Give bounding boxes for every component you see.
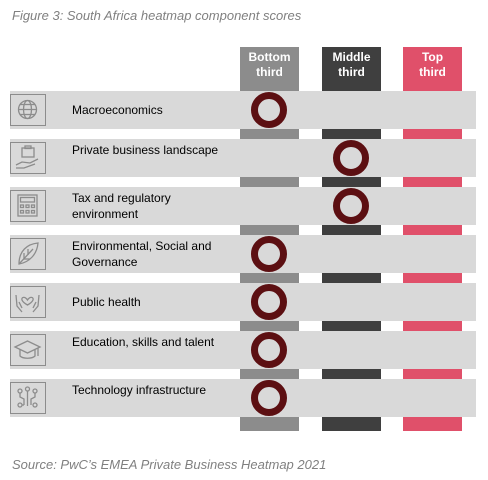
column-header-top-third: Top third: [403, 50, 462, 80]
row-band: [10, 331, 476, 369]
column-header-bottom-third: Bottom third: [240, 50, 299, 80]
column-header-line: third: [256, 65, 283, 79]
row-band: [10, 379, 476, 417]
column-header-line: third: [419, 65, 446, 79]
row-band: [10, 187, 476, 225]
row-label: Public health: [72, 295, 141, 309]
score-marker: [250, 236, 287, 272]
row-label: Technology infrastructure: [72, 383, 207, 397]
calculator-icon: [10, 190, 46, 222]
column-header-middle-third: Middle third: [322, 50, 381, 80]
heart-hands-icon: [10, 286, 46, 318]
column-header-line: Bottom: [248, 50, 291, 64]
row-label: Tax and regulatory environment: [72, 191, 171, 221]
row-label: Private business landscape: [72, 143, 219, 157]
score-marker: [250, 284, 287, 320]
score-marker: [250, 92, 287, 128]
column-header-line: third: [338, 65, 365, 79]
score-marker: [250, 332, 287, 368]
graduation-cap-icon: [10, 334, 46, 366]
score-marker: [332, 140, 369, 176]
circuit-icon: [10, 382, 46, 414]
row-label: Environmental, Social and Governance: [72, 239, 212, 269]
globe-icon: [10, 94, 46, 126]
row-label: Macroeconomics: [72, 103, 163, 117]
briefcase-hand-icon: [10, 142, 46, 174]
row-band: [10, 235, 476, 273]
row-band: [10, 283, 476, 321]
column-header-line: Middle: [332, 50, 371, 64]
row-band: [10, 139, 476, 177]
score-marker: [250, 380, 287, 416]
figure-title: Figure 3: South Africa heatmap component…: [12, 8, 302, 23]
leaf-icon: [10, 238, 46, 270]
row-label: Education, skills and talent: [72, 335, 215, 349]
row-band: [10, 91, 476, 129]
score-marker: [332, 188, 369, 224]
figure-source: Source: PwC’s EMEA Private Business Heat…: [12, 457, 327, 472]
column-header-line: Top: [421, 50, 444, 64]
